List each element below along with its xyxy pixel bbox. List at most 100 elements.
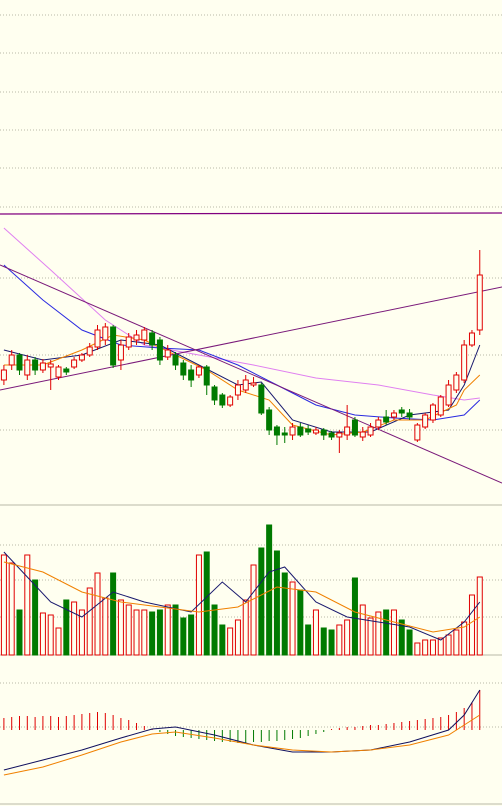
volume-bar [227, 627, 234, 656]
volume-bar [180, 617, 187, 656]
candle-body [429, 404, 436, 421]
volume-bar [188, 614, 195, 656]
volume-bar [39, 612, 46, 656]
volume-bar [102, 597, 109, 656]
volume-bar [312, 609, 319, 656]
candle-body [344, 426, 351, 436]
volume-bar [344, 619, 351, 656]
volume-bar [281, 572, 288, 656]
volume-bar [164, 604, 171, 656]
candle-body [63, 368, 70, 373]
candle-body [289, 426, 296, 436]
candle-body [281, 432, 288, 436]
candle-body [219, 394, 226, 406]
candle-body [203, 366, 210, 386]
volume-bar [414, 642, 421, 656]
volume-bar [250, 564, 257, 656]
volume-bar [453, 629, 460, 656]
volume-bar [16, 609, 23, 656]
candle-body [180, 362, 187, 376]
volume-bar [8, 562, 15, 656]
volume-bar [149, 611, 156, 656]
candle-body [172, 354, 179, 366]
volume-bar [242, 599, 249, 656]
candle-body [406, 412, 413, 418]
candle-body [273, 426, 280, 436]
volume-bar [422, 639, 429, 656]
volume-bar [110, 572, 117, 656]
candle-body [375, 419, 382, 428]
volume-bar [133, 609, 140, 656]
candle-body [468, 332, 475, 346]
volume-bar [219, 624, 226, 656]
candle-body [336, 432, 343, 438]
candle-body [312, 429, 319, 434]
volume-bar [359, 604, 366, 656]
volume-bar [351, 577, 358, 656]
candle-body [414, 424, 421, 441]
candle-body [24, 359, 31, 376]
candle-body [125, 336, 132, 348]
volume-bar [468, 594, 475, 656]
candle-body [8, 354, 15, 366]
candle-body [305, 428, 312, 433]
candle-body [359, 431, 366, 438]
candle-body [39, 362, 46, 371]
volume-bar [437, 637, 444, 656]
candle-body [242, 379, 249, 391]
candle-body [94, 329, 101, 348]
volume-bar [203, 551, 210, 656]
candle-body [445, 384, 452, 406]
candle-body [453, 374, 460, 391]
volume-bar [172, 604, 179, 656]
volume-bar [24, 554, 31, 656]
candle-body [476, 274, 483, 331]
candle-body [250, 382, 257, 386]
volume-bar [211, 604, 218, 656]
candle-body [258, 384, 265, 414]
volume-bar [289, 581, 296, 656]
volume-bar [156, 609, 163, 656]
volume-bar [0, 554, 7, 656]
candle-body [133, 334, 140, 341]
candle-body [164, 349, 171, 358]
candle-body [422, 414, 429, 428]
candle-body [47, 363, 54, 368]
candle-body [437, 396, 444, 416]
candle-body [227, 396, 234, 406]
volume-bar [476, 576, 483, 656]
candle-body [55, 366, 62, 378]
candle-body [211, 386, 218, 401]
volume-bar [328, 629, 335, 656]
volume-bar [117, 599, 124, 656]
volume-bar [367, 617, 374, 656]
candle-body [71, 359, 78, 368]
volume-bar [336, 624, 343, 656]
candle-body [328, 432, 335, 438]
candle-body [86, 346, 93, 356]
candle-body [32, 359, 39, 371]
volume-bar [47, 614, 54, 656]
candle-body [234, 384, 241, 396]
candle-body [102, 326, 109, 341]
volume-bar [125, 604, 132, 656]
volume-bar [383, 609, 390, 656]
volume-bar [445, 634, 452, 656]
volume-bar [32, 579, 39, 656]
candle-body [78, 354, 85, 361]
candle-body [320, 429, 327, 436]
volume-bar [406, 629, 413, 656]
candle-body [156, 339, 163, 361]
candle-body [383, 416, 390, 423]
indicator-line [0, 264, 502, 484]
volume-bar [273, 550, 280, 656]
indicator-line [3, 551, 481, 641]
candle-body [110, 326, 117, 366]
candle-body [351, 419, 358, 436]
candle-body [398, 409, 405, 414]
indicator-line [3, 561, 481, 633]
indicator-line [0, 286, 502, 391]
candle-body [367, 426, 374, 436]
candle-body [16, 354, 23, 371]
